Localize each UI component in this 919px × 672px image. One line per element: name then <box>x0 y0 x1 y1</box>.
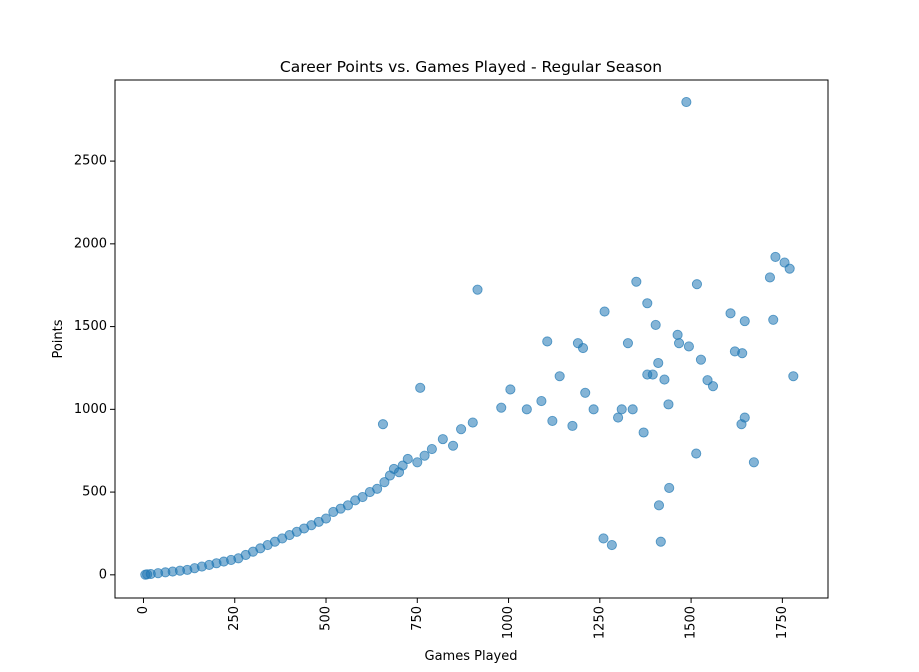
y-tick-label: 500 <box>82 485 107 500</box>
data-point <box>613 412 624 423</box>
data-point <box>664 482 675 494</box>
data-point <box>364 487 375 498</box>
data-point <box>448 440 459 451</box>
y-tick-label: 0 <box>99 567 107 582</box>
x-axis-title: Games Played <box>425 649 518 664</box>
data-point <box>739 316 750 327</box>
data-point <box>580 387 591 398</box>
data-point <box>695 354 707 365</box>
data-point <box>505 384 516 395</box>
data-point <box>496 402 507 413</box>
data-point <box>627 404 638 415</box>
data-point <box>402 453 413 465</box>
data-point <box>642 298 653 309</box>
data-point <box>681 96 692 108</box>
data-point <box>784 263 795 274</box>
data-point <box>764 272 776 283</box>
data-point <box>412 457 423 468</box>
data-point <box>567 420 578 431</box>
data-point <box>691 279 702 290</box>
data-point <box>659 374 670 385</box>
data-point <box>547 415 558 426</box>
data-point <box>419 450 430 461</box>
data-point <box>140 569 151 580</box>
data-point <box>663 399 674 410</box>
data-point <box>521 404 532 415</box>
data-point <box>606 539 617 551</box>
scatter-points <box>140 96 799 580</box>
data-point <box>572 338 583 349</box>
data-point <box>328 506 339 517</box>
data-point <box>456 424 467 435</box>
x-tick-label: 1500 <box>684 606 699 639</box>
y-tick-label: 2500 <box>74 154 107 169</box>
data-point <box>536 396 547 407</box>
data-point <box>554 371 565 382</box>
data-point <box>638 427 649 438</box>
data-point <box>437 434 448 445</box>
data-point <box>725 308 736 319</box>
x-tick-label: 750 <box>410 606 425 631</box>
y-tick-label: 1500 <box>74 319 107 334</box>
chart-title: Career Points vs. Games Played - Regular… <box>280 58 662 76</box>
data-point <box>674 338 685 349</box>
data-point <box>768 314 779 325</box>
data-point <box>599 306 610 317</box>
y-tick-label: 2000 <box>74 236 107 251</box>
x-tick-label: 1000 <box>501 606 516 639</box>
data-point <box>379 477 390 488</box>
data-point <box>631 276 642 287</box>
data-point <box>588 404 599 415</box>
y-axis-ticks: 0 500 1000 1500 2000 2500 <box>74 154 115 582</box>
data-point <box>542 336 553 347</box>
data-point <box>598 533 609 544</box>
x-axis-ticks: 0 250 500 750 1000 1250 1500 1750 <box>136 598 790 639</box>
data-point <box>426 443 437 455</box>
data-point <box>467 417 478 428</box>
data-point <box>683 341 694 352</box>
data-point <box>653 500 665 511</box>
data-point <box>707 381 719 392</box>
data-point <box>622 338 633 349</box>
data-point <box>384 470 395 481</box>
data-point <box>472 284 483 295</box>
x-tick-label: 500 <box>319 606 334 631</box>
x-tick-label: 250 <box>227 606 242 631</box>
x-tick-label: 0 <box>136 606 151 614</box>
data-point <box>650 319 661 330</box>
data-point <box>653 357 664 369</box>
data-point <box>655 536 666 547</box>
data-point <box>748 457 759 468</box>
data-point <box>736 419 747 430</box>
data-point <box>377 419 389 430</box>
data-point <box>642 369 653 380</box>
data-point <box>691 448 702 459</box>
data-point <box>770 251 781 262</box>
y-axis-title: Points <box>51 319 66 358</box>
x-tick-label: 1750 <box>775 606 790 639</box>
data-point <box>415 382 426 393</box>
data-point <box>788 371 799 382</box>
data-point <box>729 346 740 357</box>
data-point <box>672 329 683 340</box>
data-point <box>350 495 361 506</box>
axes-frame <box>114 79 829 599</box>
data-point <box>616 404 627 415</box>
x-tick-label: 1250 <box>592 606 607 639</box>
y-tick-label: 1000 <box>74 402 107 417</box>
